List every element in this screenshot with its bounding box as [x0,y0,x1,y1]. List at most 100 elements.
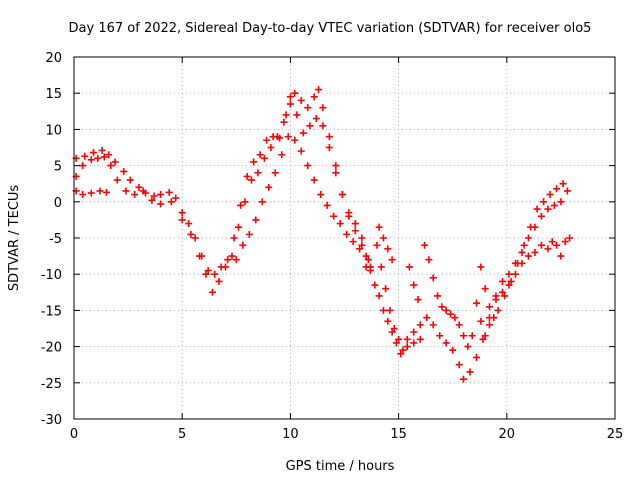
data-point [563,187,571,195]
data-point [96,187,104,195]
data-point [315,86,323,94]
data-point [252,216,260,224]
data-point [520,241,528,249]
data-point [494,306,502,314]
x-tick-label: 20 [499,427,516,442]
data-point [107,162,115,170]
data-point [196,252,204,260]
data-point [410,281,418,289]
data-point [507,277,515,285]
data-point [553,241,561,249]
data-point [325,144,333,151]
y-axis-label: SDTVAR / TECUs [7,185,22,292]
y-tick-label: 15 [45,87,62,102]
y-tick-label: 0 [54,196,62,211]
x-tick-label: 5 [178,427,186,442]
data-point [410,328,418,336]
data-point [323,201,331,209]
data-point [332,169,340,177]
data-point [373,241,381,249]
plot-points [72,86,574,383]
data-point [455,361,463,369]
data-point [518,259,526,267]
data-point [477,317,485,325]
data-point [291,136,299,144]
data-point [505,270,513,278]
data-point [105,151,113,159]
x-tick-label: 0 [70,427,78,442]
data-point [544,245,552,253]
data-point [436,332,444,340]
series-track-c [72,133,374,275]
data-point [319,104,327,112]
data-point [120,167,128,175]
data-point [256,151,264,159]
data-point [100,153,108,161]
data-point [403,335,411,343]
data-point [364,256,372,264]
data-point [524,234,532,242]
data-point [297,96,305,104]
data-point [306,122,314,130]
x-axis: 0 5 10 15 20 25 [70,57,623,442]
data-point [421,241,429,249]
data-point [178,209,186,217]
data-point [492,296,500,304]
data-point [221,263,229,271]
data-point [377,263,385,271]
data-point [247,176,255,184]
series-track-d [373,241,424,354]
data-point [271,169,279,177]
data-point [230,234,238,242]
data-point [94,154,102,162]
data-point [481,332,489,340]
data-point [356,245,364,253]
data-point [371,281,379,289]
data-point [351,227,359,235]
data-point [561,238,569,246]
data-point [265,183,273,191]
data-point [351,220,359,228]
series-track-g [423,187,571,383]
data-point [139,187,147,195]
data-point [250,158,258,166]
data-point [165,188,173,196]
data-point [524,252,532,260]
y-tick-label: -10 [41,268,62,283]
data-point [237,201,245,209]
data-point [208,288,216,296]
data-point [410,339,418,347]
data-point [157,191,165,199]
data-point [278,151,286,159]
data-point [473,299,481,307]
data-point [553,185,561,193]
data-point [531,223,539,231]
data-point [228,252,236,260]
data-point [395,335,403,343]
data-point [338,191,346,199]
data-point [429,274,437,282]
x-tick-label: 10 [282,427,299,442]
data-point [544,205,552,213]
data-point [434,292,442,300]
data-point [438,303,446,311]
y-axis: -30 -25 -20 -15 -10 -5 0 5 10 15 20 [41,51,615,428]
data-point [405,263,413,271]
data-point [284,133,292,141]
data-point [263,136,271,144]
data-point [416,335,424,343]
data-point [425,256,433,264]
data-point [518,248,526,256]
data-point [349,238,357,246]
x-tick-label: 25 [607,427,624,442]
data-point [468,332,476,340]
data-point [282,111,290,119]
data-point [498,277,506,285]
data-point [449,346,457,354]
data-point [343,230,351,238]
data-point [304,104,312,112]
data-point [148,196,156,204]
data-point [362,252,370,260]
data-point [481,285,489,293]
data-point [310,93,318,101]
